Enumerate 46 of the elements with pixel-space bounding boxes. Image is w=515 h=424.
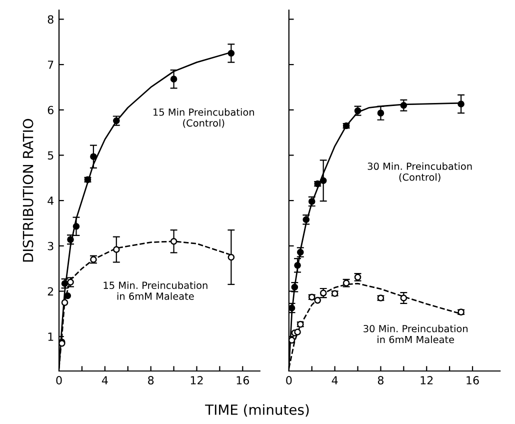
x-tick-label: 12 [190, 376, 203, 384]
x-tick-label: 4 [102, 376, 108, 384]
point [228, 254, 235, 261]
point [170, 238, 178, 245]
x-tick-label: 4 [332, 376, 338, 384]
point [72, 222, 80, 230]
point [170, 76, 178, 82]
point [64, 292, 72, 300]
annotation: 30 Min. Preincubation (Control) [368, 162, 472, 182]
y-tick-label: 7 [48, 60, 54, 69]
point [320, 290, 327, 296]
x-tick-label: 16 [466, 376, 479, 384]
point [308, 198, 316, 205]
point [400, 102, 408, 109]
point [377, 110, 384, 116]
y-tick-label: 5 [48, 151, 54, 160]
point [320, 177, 327, 184]
y-tick-label: 4 [48, 196, 54, 205]
point [458, 100, 464, 108]
x-tick-label: 8 [148, 376, 154, 384]
point [400, 294, 408, 302]
point [288, 336, 296, 344]
x-tick-label: 0 [56, 376, 62, 384]
point [228, 50, 235, 57]
y-tick-label: 8 [48, 15, 54, 24]
y-tick-label: 3 [48, 242, 54, 250]
x-tick-label: 12 [420, 376, 433, 384]
point [61, 299, 68, 306]
y-tick-label: 2 [48, 287, 54, 296]
y-axis-title: DISTRIBUTION RATIO [22, 118, 34, 262]
point [302, 216, 310, 223]
x-tick-label: 8 [378, 376, 384, 384]
point [113, 246, 120, 253]
annotation: 15 Min. Preincubation in 6mM Maleate [104, 281, 208, 300]
point [294, 328, 301, 336]
x-tick-label: 16 [236, 376, 250, 384]
x-axis-title: TIME (minutes) [205, 404, 309, 417]
annotation: 15 Min Preincubation (Control) [154, 108, 254, 128]
y-tick-label: 1 [48, 332, 54, 341]
point [90, 153, 97, 160]
point [314, 296, 322, 304]
y-tick-label: 6 [48, 106, 54, 114]
x-tick-label: 0 [286, 376, 292, 384]
point [294, 262, 301, 269]
point [288, 304, 296, 312]
annotation: 30 Min. Preincubation in 6mM Maleate [364, 324, 468, 344]
